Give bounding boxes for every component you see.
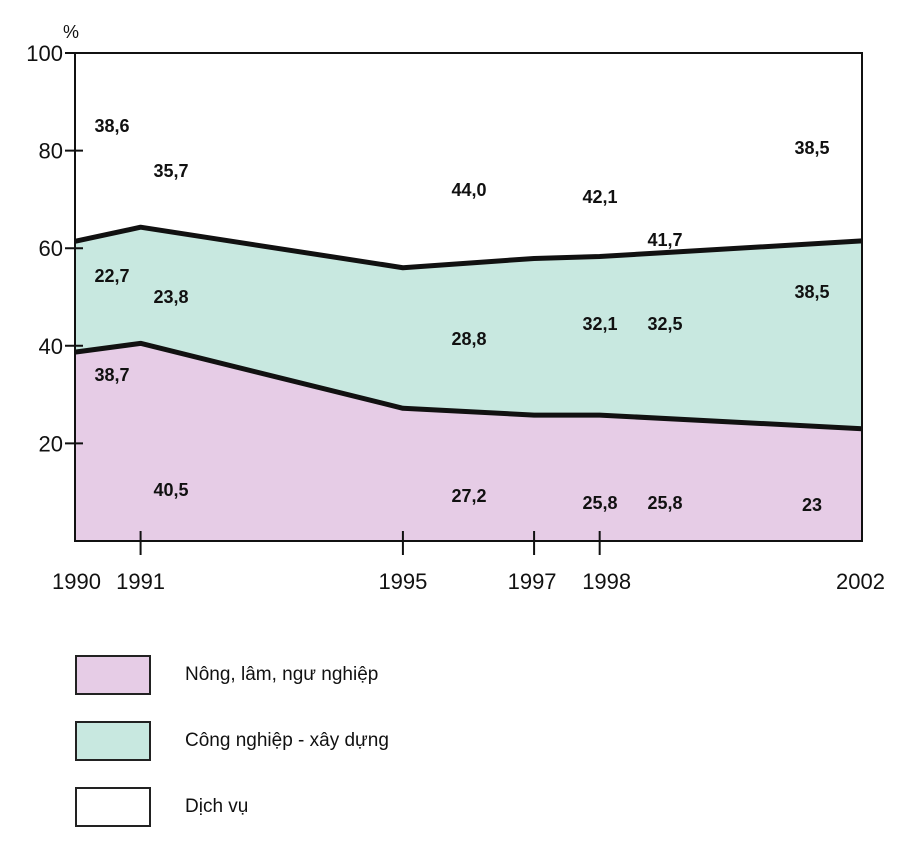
data-label-2-2002: 38,5 bbox=[794, 138, 829, 158]
legend-label-industry: Công nghiệp - xây dựng bbox=[185, 730, 389, 751]
data-label-1-1997: 32,1 bbox=[582, 314, 617, 334]
data-label-2-1997: 42,1 bbox=[582, 187, 617, 207]
data-label-0-1991: 40,5 bbox=[153, 480, 188, 500]
legend-swatch-services bbox=[75, 787, 151, 827]
x-tick-label-1991: 1991 bbox=[116, 569, 165, 594]
y-tick-label-80: 80 bbox=[39, 139, 63, 164]
legend-swatch-industry bbox=[75, 721, 151, 761]
x-tick-label-2002: 2002 bbox=[836, 569, 885, 594]
area-band-0 bbox=[75, 343, 862, 541]
x-tick-label-1995: 1995 bbox=[378, 569, 427, 594]
legend-label-agriculture: Nông, lâm, ngư nghiệp bbox=[185, 664, 379, 685]
y-tick-label-20: 20 bbox=[39, 431, 63, 456]
data-label-1-1995: 28,8 bbox=[451, 329, 486, 349]
data-label-0-1995: 27,2 bbox=[451, 486, 486, 506]
data-label-0-2002: 23 bbox=[802, 495, 822, 515]
data-label-0-1990: 38,7 bbox=[94, 365, 129, 385]
boundary-line-2 bbox=[74, 224, 863, 271]
y-tick-label-100: 100 bbox=[26, 41, 63, 66]
area-band-1 bbox=[75, 227, 862, 429]
y-axis-unit: % bbox=[63, 22, 79, 42]
data-label-2-1998: 41,7 bbox=[647, 230, 682, 250]
boundary-line-1 bbox=[74, 340, 863, 432]
x-tick-label-1998: 1998 bbox=[582, 569, 631, 594]
data-label-0-1998: 25,8 bbox=[647, 493, 682, 513]
x-tick-label-1997: 1997 bbox=[508, 569, 557, 594]
data-label-1-2002: 38,5 bbox=[794, 282, 829, 302]
legend-swatch-agriculture bbox=[75, 655, 151, 695]
y-tick-label-60: 60 bbox=[39, 236, 63, 261]
stacked-area-chart: 20 40 60 80 100% 1990 1991 1995 1997 1998 2002 38,7… bbox=[26, 22, 885, 594]
data-label-2-1991: 35,7 bbox=[153, 161, 188, 181]
y-tick-label-40: 40 bbox=[39, 334, 63, 359]
data-label-2-1995: 44,0 bbox=[451, 180, 486, 200]
plot-frame bbox=[74, 52, 863, 542]
data-label-1-1990: 22,7 bbox=[94, 266, 129, 286]
data-label-2-1990: 38,6 bbox=[94, 116, 129, 136]
area-band-2 bbox=[75, 53, 862, 268]
data-label-0-1997: 25,8 bbox=[582, 493, 617, 513]
legend-label-services: Dịch vụ bbox=[185, 796, 249, 817]
x-tick-label-1990: 1990 bbox=[52, 569, 101, 594]
data-label-1-1991: 23,8 bbox=[153, 287, 188, 307]
data-label-1-1998: 32,5 bbox=[647, 314, 682, 334]
